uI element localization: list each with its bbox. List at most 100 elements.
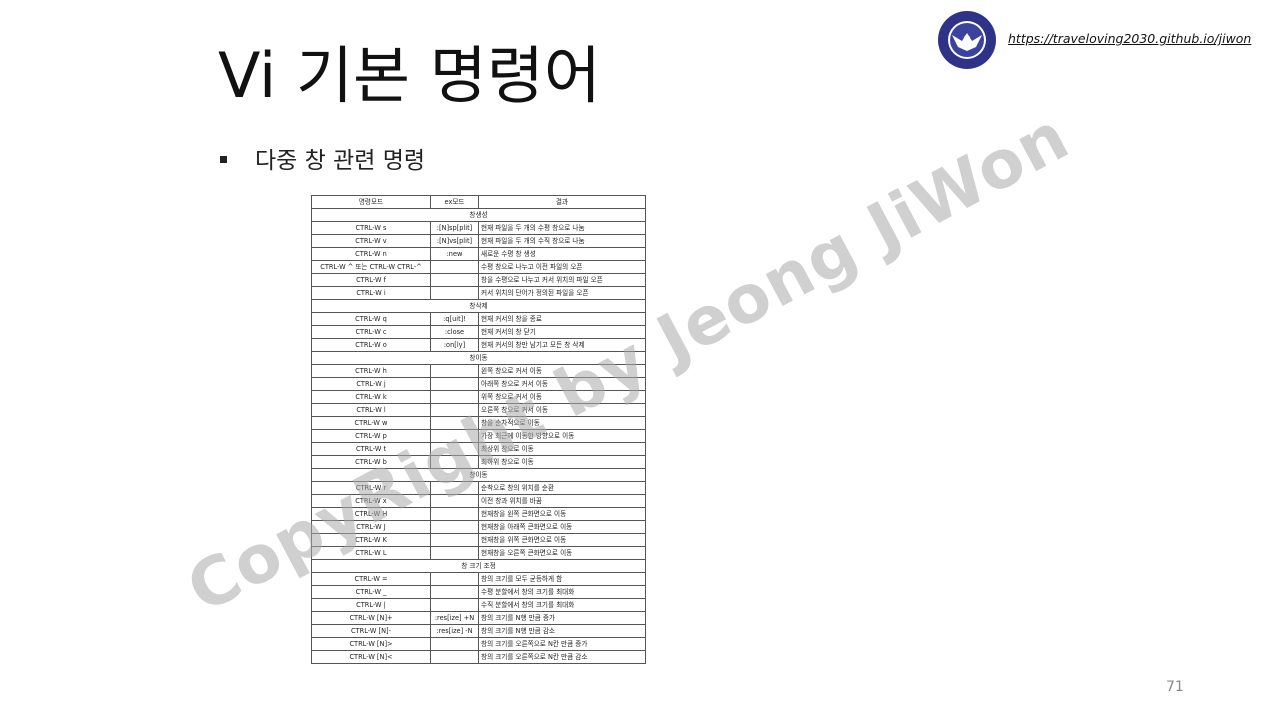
command-mode-cell: CTRL-W [N]< — [311, 650, 431, 664]
table-row: CTRL-W q:q[uit]! 현재 커서의 창을 종료 — [311, 312, 646, 326]
table-section-row: 창이동 — [311, 351, 646, 365]
table-section-row: 창삭제 — [311, 299, 646, 313]
command-mode-cell: CTRL-W v — [311, 234, 431, 248]
ex-mode-cell: :close — [430, 325, 479, 339]
table-row: CTRL-W t 최상위 창으로 이동 — [311, 442, 646, 456]
ex-mode-cell — [430, 377, 479, 391]
ex-mode-cell — [430, 260, 479, 274]
result-cell: 창의 크기를 오른쪽으로 N칸 만큼 증가 — [478, 637, 646, 651]
bullet-square-icon — [220, 156, 227, 163]
command-mode-cell: CTRL-W s — [311, 221, 431, 235]
table-row: CTRL-W | 수직 분할에서 창의 크기를 최대화 — [311, 598, 646, 612]
result-cell: 위쪽 창으로 커서 이동 — [478, 390, 646, 404]
result-cell: 최상위 창으로 이동 — [478, 442, 646, 456]
result-cell: 현재 커서의 창을 종료 — [478, 312, 646, 326]
ex-mode-cell — [430, 650, 479, 664]
ex-mode-cell: :q[uit]! — [430, 312, 479, 326]
command-mode-cell: CTRL-W j — [311, 377, 431, 391]
table-row: CTRL-W c:close 현재 커서의 창 닫기 — [311, 325, 646, 339]
command-mode-cell: CTRL-W c — [311, 325, 431, 339]
ex-mode-cell: :[N]vs[plit] — [430, 234, 479, 248]
command-mode-cell: CTRL-W _ — [311, 585, 431, 599]
table-row: CTRL-W = 창의 크기를 모두 균등하게 함 — [311, 572, 646, 586]
table-row: CTRL-W l 오른쪽 창으로 커서 이동 — [311, 403, 646, 417]
command-mode-cell: CTRL-W q — [311, 312, 431, 326]
multi-window-command-table: 명령모드 ex모드 결과 창생성 CTRL-W s:[N]sp[plit] 현재 파… — [311, 195, 646, 664]
table-row: CTRL-W p 가장 최근에 이동한 방향으로 이동 — [311, 429, 646, 443]
command-mode-cell: CTRL-W o — [311, 338, 431, 352]
result-cell: 오른쪽 창으로 커서 이동 — [478, 403, 646, 417]
result-cell: 수평 창으로 나누고 이전 파일의 오픈 — [478, 260, 646, 274]
ex-mode-cell — [430, 585, 479, 599]
ex-mode-cell — [430, 507, 479, 521]
table-section-row: 창생성 — [311, 208, 646, 222]
table-row: CTRL-W L 현재창을 오른쪽 큰화면으로 이동 — [311, 546, 646, 560]
command-mode-cell: CTRL-W [N]+ — [311, 611, 431, 625]
table-row: CTRL-W j 아래쪽 창으로 커서 이동 — [311, 377, 646, 391]
result-cell: 수평 분할에서 창의 크기를 최대화 — [478, 585, 646, 599]
table-row: CTRL-W i 커서 위치의 단어가 정의된 파일을 오픈 — [311, 286, 646, 300]
ex-mode-cell — [430, 637, 479, 651]
university-eagle-emblem-icon — [938, 11, 996, 69]
table-row: CTRL-W w 창을 순차적으로 이동 — [311, 416, 646, 430]
ex-mode-cell — [430, 546, 479, 560]
ex-mode-cell — [430, 533, 479, 547]
table-row: CTRL-W b 최하위 창으로 이동 — [311, 455, 646, 469]
table-row: CTRL-W [N]-:res[ize] -N 창의 크기를 N행 만큼 감소 — [311, 624, 646, 638]
result-cell: 창을 수평으로 나누고 커서 위치의 파일 오픈 — [478, 273, 646, 287]
table-row: CTRL-W f 창을 수평으로 나누고 커서 위치의 파일 오픈 — [311, 273, 646, 287]
command-mode-cell: CTRL-W l — [311, 403, 431, 417]
command-mode-cell: CTRL-W | — [311, 598, 431, 612]
ex-mode-cell — [430, 598, 479, 612]
result-cell: 현재창을 위쪽 큰화면으로 이동 — [478, 533, 646, 547]
table-row: CTRL-W [N]+:res[ize] +N 창의 크기를 N행 만큼 증가 — [311, 611, 646, 625]
bullet-text: 다중 창 관련 명령 — [255, 148, 426, 174]
command-mode-cell: CTRL-W [N]- — [311, 624, 431, 638]
command-mode-cell: CTRL-W h — [311, 364, 431, 378]
ex-mode-cell — [430, 572, 479, 586]
table-row: CTRL-W k 위쪽 창으로 커서 이동 — [311, 390, 646, 404]
command-mode-cell: CTRL-W r — [311, 481, 431, 495]
section-title-cell: 창이동 — [311, 351, 646, 365]
table-row: CTRL-W s:[N]sp[plit] 현재 파일을 두 개의 수평 창으로 나… — [311, 221, 646, 235]
header-cell-command-mode: 명령모드 — [311, 195, 431, 209]
table-row: CTRL-W [N]> 창의 크기를 오른쪽으로 N칸 만큼 증가 — [311, 637, 646, 651]
result-cell: 현재창을 오른쪽 큰화면으로 이동 — [478, 546, 646, 560]
result-cell: 아래쪽 창으로 커서 이동 — [478, 377, 646, 391]
table-row: CTRL-W o:on[ly] 현재 커서의 창만 남기고 모든 창 삭제 — [311, 338, 646, 352]
ex-mode-cell — [430, 520, 479, 534]
result-cell: 새로운 수평 창 생성 — [478, 247, 646, 261]
ex-mode-cell — [430, 494, 479, 508]
slide-title: Vi 기본 명령어 — [218, 39, 601, 112]
header-cell-result: 결과 — [478, 195, 646, 209]
ex-mode-cell — [430, 481, 479, 495]
result-cell: 현재 파일을 두 개의 수직 창으로 나눔 — [478, 234, 646, 248]
command-mode-cell: CTRL-W L — [311, 546, 431, 560]
author-site-link[interactable]: https://traveloving2030.github.io/jiwon — [1008, 31, 1252, 46]
table-row: CTRL-W H 현재창을 왼쪽 큰화면으로 이동 — [311, 507, 646, 521]
result-cell: 창의 크기를 오른쪽으로 N칸 만큼 감소 — [478, 650, 646, 664]
table-header-row: 명령모드 ex모드 결과 — [311, 195, 646, 209]
ex-mode-cell — [430, 390, 479, 404]
result-cell: 커서 위치의 단어가 정의된 파일을 오픈 — [478, 286, 646, 300]
result-cell: 창의 크기를 모두 균등하게 함 — [478, 572, 646, 586]
ex-mode-cell: :new — [430, 247, 479, 261]
ex-mode-cell — [430, 403, 479, 417]
result-cell: 창을 순차적으로 이동 — [478, 416, 646, 430]
ex-mode-cell — [430, 442, 479, 456]
command-mode-cell: CTRL-W p — [311, 429, 431, 443]
command-mode-cell: CTRL-W J — [311, 520, 431, 534]
command-mode-cell: CTRL-W w — [311, 416, 431, 430]
section-title-cell: 창생성 — [311, 208, 646, 222]
table-section-row: 창 크기 조정 — [311, 559, 646, 573]
table-row: CTRL-W n:new 새로운 수평 창 생성 — [311, 247, 646, 261]
ex-mode-cell: :[N]sp[plit] — [430, 221, 479, 235]
result-cell: 왼쪽 창으로 커서 이동 — [478, 364, 646, 378]
result-cell: 순착으로 창의 위치를 순환 — [478, 481, 646, 495]
command-mode-cell: CTRL-W ^ 또는 CTRL-W CTRL-^ — [311, 260, 431, 274]
command-mode-cell: CTRL-W k — [311, 390, 431, 404]
result-cell: 현재 파일을 두 개의 수평 창으로 나눔 — [478, 221, 646, 235]
ex-mode-cell — [430, 416, 479, 430]
ex-mode-cell: :res[ize] +N — [430, 611, 479, 625]
ex-mode-cell — [430, 455, 479, 469]
